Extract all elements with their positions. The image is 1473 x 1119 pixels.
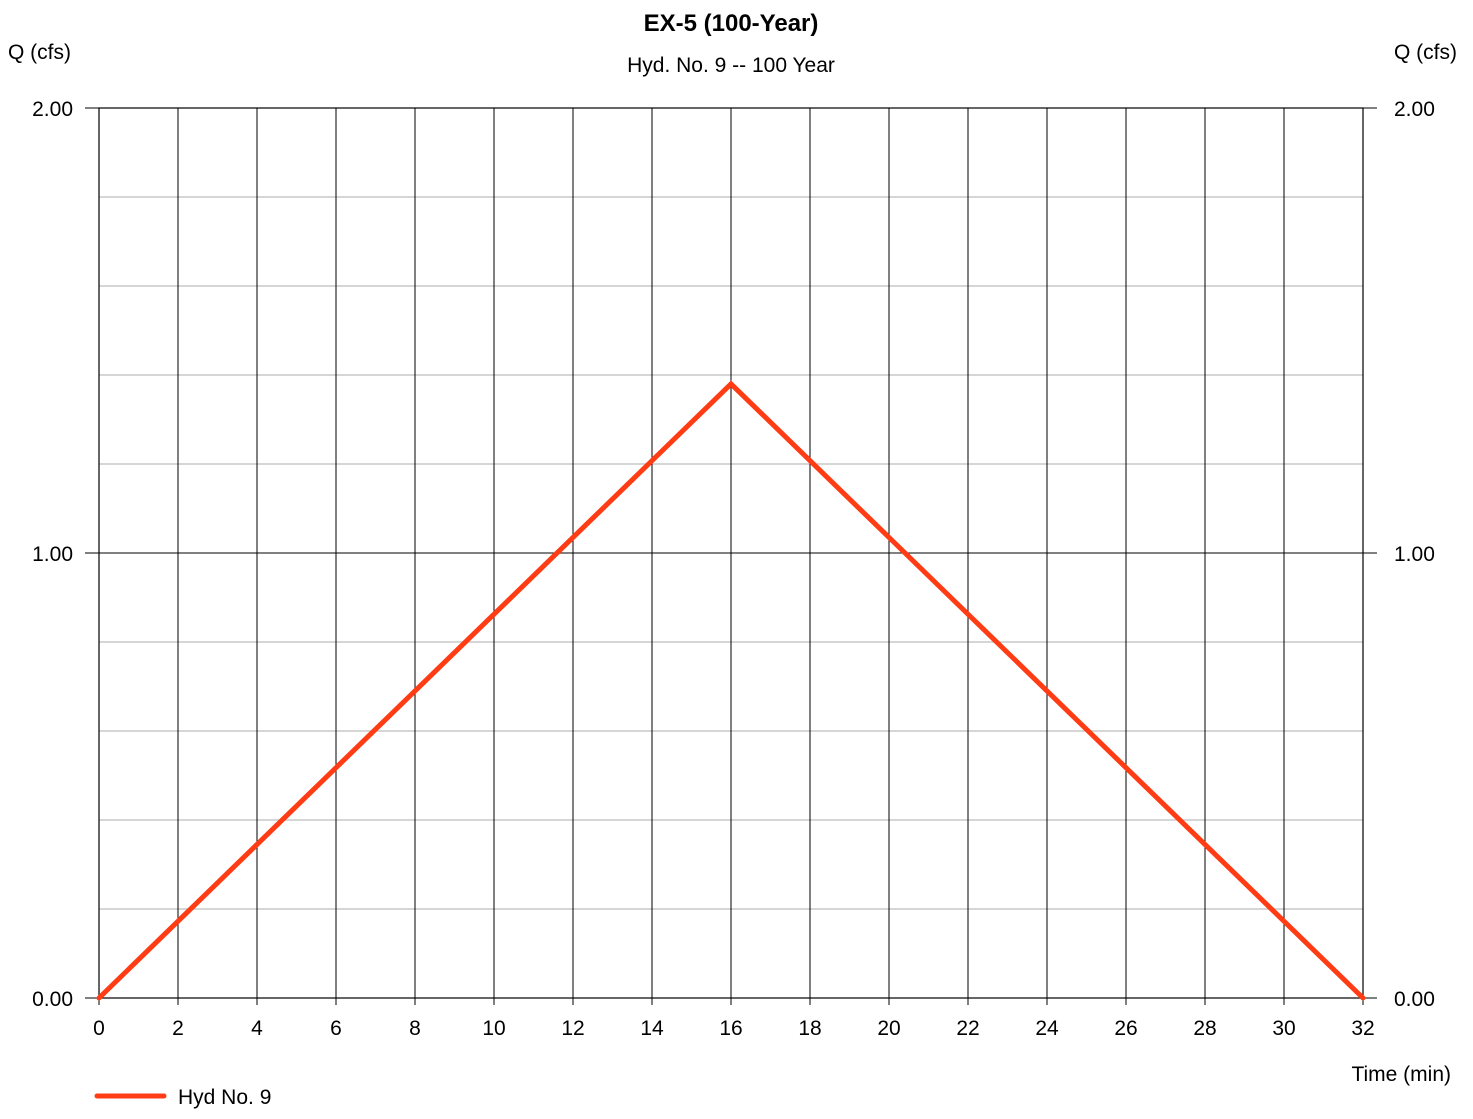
x-tick-label-12: 12 [561, 1017, 584, 1040]
x-tick-label-28: 28 [1193, 1017, 1216, 1040]
series-layer [96, 380, 1366, 1001]
legend: Hyd No. 9 [94, 1086, 271, 1109]
y-tick-label-right-0: 0.00 [1394, 988, 1435, 1011]
y-tick-label-right-1: 1.00 [1394, 543, 1435, 566]
axis-ticks: 0 2 4 6 8 10 12 14 16 18 20 22 24 26 28 30 320.00 0.001.0… [32, 98, 1435, 1040]
x-tick-label-2: 2 [172, 1017, 184, 1040]
x-axis-label: Time (min) [1351, 1063, 1451, 1086]
x-tick-label-18: 18 [798, 1017, 821, 1040]
y-tick-label-right-2: 2.00 [1394, 98, 1435, 121]
x-tick-label-6: 6 [330, 1017, 342, 1040]
x-tick-label-22: 22 [956, 1017, 979, 1040]
x-tick-label-30: 30 [1272, 1017, 1295, 1040]
x-tick-label-4: 4 [251, 1017, 263, 1040]
chart-title: EX-5 (100-Year) [644, 10, 819, 37]
chart-subtitle: Hyd. No. 9 -- 100 Year [627, 54, 835, 77]
x-tick-label-24: 24 [1035, 1017, 1059, 1040]
y-tick-label-left-1: 1.00 [32, 543, 73, 566]
x-tick-label-26: 26 [1114, 1017, 1137, 1040]
y-axis-label-left: Q (cfs) [8, 41, 71, 64]
x-tick-label-14: 14 [640, 1017, 664, 1040]
legend-label-hyd-9: Hyd No. 9 [178, 1086, 271, 1109]
x-tick-label-0: 0 [93, 1017, 105, 1040]
x-tick-label-20: 20 [877, 1017, 900, 1040]
x-tick-label-16: 16 [719, 1017, 742, 1040]
x-tick-label-8: 8 [409, 1017, 421, 1040]
x-tick-label-32: 32 [1351, 1017, 1374, 1040]
major-gridlines [99, 108, 1363, 998]
x-tick-label-10: 10 [482, 1017, 505, 1040]
series-line-0 [96, 380, 1366, 1001]
y-tick-label-left-2: 2.00 [32, 98, 73, 121]
y-tick-label-left-0: 0.00 [32, 988, 73, 1011]
y-axis-label-right: Q (cfs) [1394, 41, 1457, 64]
